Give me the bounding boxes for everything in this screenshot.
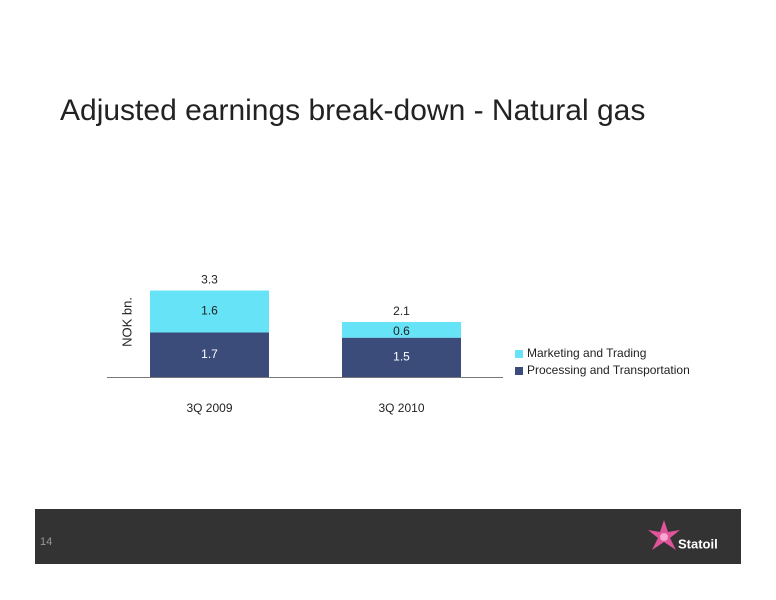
y-axis-label: NOK bn.	[119, 297, 134, 347]
legend-label: Processing and Transportation	[527, 363, 690, 377]
segment-label: 1.6	[201, 304, 218, 318]
legend-label: Marketing and Trading	[527, 346, 646, 360]
chart-title: Adjusted earnings break-down - Natural g…	[60, 94, 645, 127]
logo-text: Statoil	[678, 536, 718, 551]
page-number: 14	[40, 536, 52, 548]
total-label: 3.3	[201, 273, 218, 287]
bar-segment	[342, 337, 461, 377]
segment-label: 1.7	[201, 347, 218, 361]
bar-segment	[342, 321, 461, 338]
logo-icon	[648, 520, 680, 550]
total-label: 2.1	[393, 304, 410, 318]
bar-segment	[150, 290, 269, 333]
segment-label: 1.5	[393, 350, 410, 364]
x-tick-label: 3Q 2010	[378, 401, 424, 415]
footer-bar	[35, 509, 741, 564]
legend-swatch	[515, 367, 523, 375]
x-tick-label: 3Q 2009	[186, 401, 232, 415]
bar-segment	[150, 332, 269, 377]
legend-swatch	[515, 350, 523, 358]
segment-label: 0.6	[393, 324, 410, 338]
